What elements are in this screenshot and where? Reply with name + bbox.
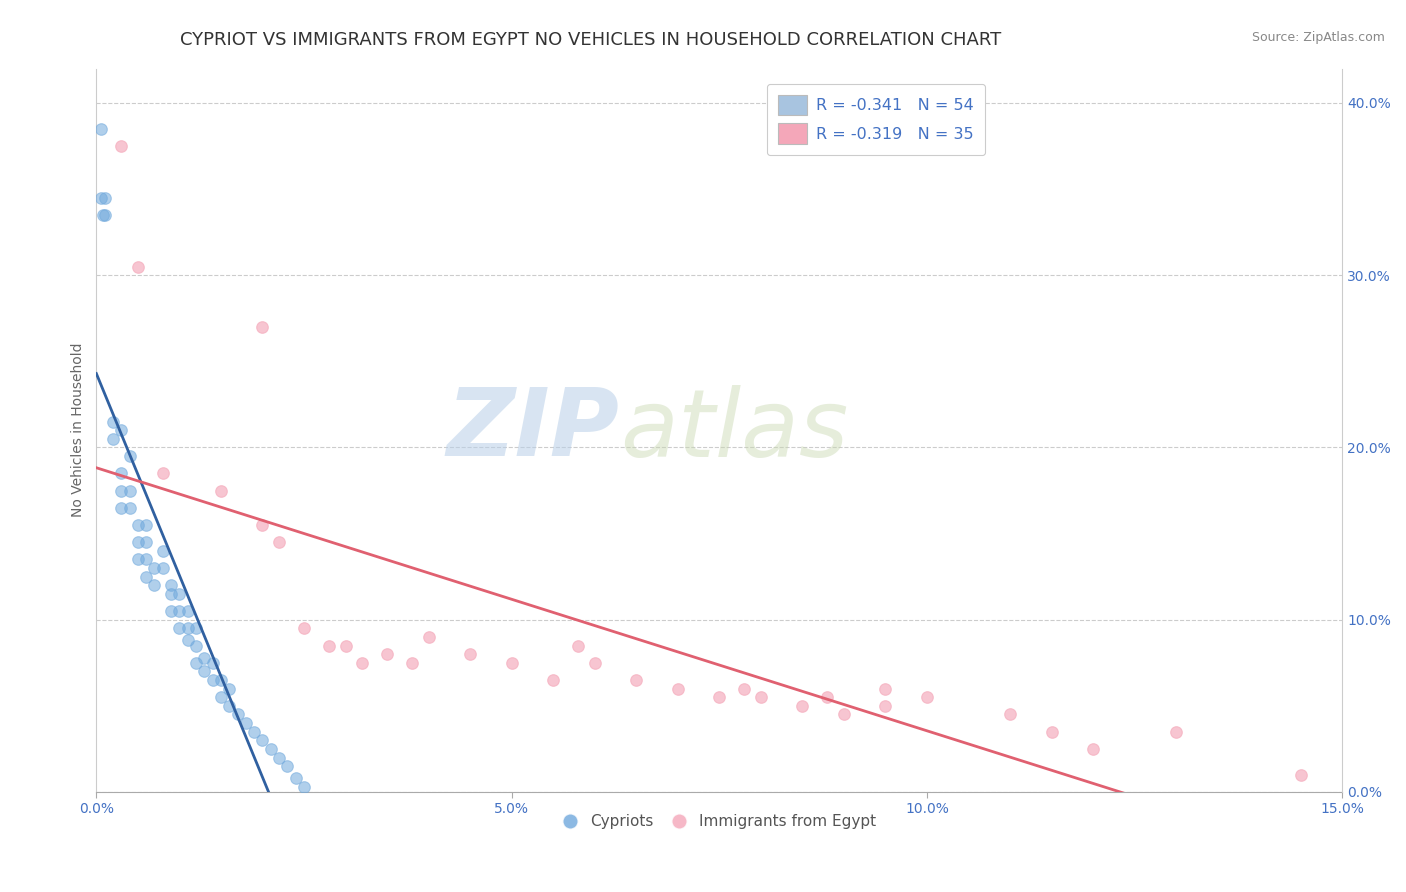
Point (118, 483, 141, 498)
Point (252, 319, 274, 334)
Point (260, 742, 283, 756)
Point (292, 621, 315, 635)
Point (318, 639, 340, 653)
Point (110, 423, 132, 437)
Point (177, 621, 200, 635)
Point (226, 707, 249, 722)
Point (252, 733, 274, 747)
Point (110, 500, 132, 515)
Point (193, 650, 215, 665)
Point (110, 139, 132, 153)
Point (709, 690, 731, 705)
Point (292, 780, 315, 794)
Point (93, 191, 115, 205)
Point (875, 698, 897, 713)
Point (177, 604, 200, 618)
Y-axis label: No Vehicles in Household: No Vehicles in Household (72, 343, 86, 517)
Text: ZIP: ZIP (447, 384, 620, 476)
Point (89, 191, 111, 205)
Legend: Cypriots, Immigrants from Egypt: Cypriots, Immigrants from Egypt (557, 808, 883, 835)
Point (160, 587, 183, 601)
Point (101, 432, 124, 446)
Point (93, 208, 115, 222)
Point (458, 647, 481, 661)
Point (832, 707, 855, 722)
Point (160, 604, 183, 618)
Point (218, 698, 240, 713)
Point (143, 578, 166, 592)
Point (666, 681, 689, 696)
Point (169, 587, 191, 601)
Point (276, 759, 298, 773)
Point (127, 260, 149, 274)
Point (169, 621, 191, 635)
Point (815, 690, 838, 705)
Point (209, 690, 232, 705)
Point (110, 483, 132, 498)
Point (110, 467, 132, 481)
Point (177, 633, 200, 648)
Point (91, 208, 114, 222)
Point (135, 569, 157, 583)
Point (184, 639, 207, 653)
Point (118, 449, 141, 463)
Point (169, 604, 191, 618)
Point (209, 483, 232, 498)
Point (284, 771, 307, 785)
Point (1040, 724, 1063, 739)
Point (135, 535, 157, 549)
Point (152, 561, 174, 575)
Point (267, 750, 290, 764)
Point (541, 673, 564, 687)
Point (418, 630, 440, 644)
Point (101, 415, 124, 429)
Point (127, 535, 149, 549)
Point (1289, 768, 1312, 782)
Point (1166, 724, 1188, 739)
Point (160, 578, 183, 592)
Point (915, 690, 938, 705)
Point (184, 656, 207, 670)
Point (875, 681, 897, 696)
Point (501, 656, 523, 670)
Point (127, 552, 149, 566)
Text: atlas: atlas (620, 384, 848, 475)
Point (89, 121, 111, 136)
Point (749, 690, 772, 705)
Point (218, 681, 240, 696)
Point (252, 518, 274, 533)
Point (267, 535, 290, 549)
Point (1081, 742, 1104, 756)
Point (375, 647, 398, 661)
Point (152, 544, 174, 558)
Point (127, 518, 149, 533)
Point (135, 518, 157, 533)
Point (118, 500, 141, 515)
Point (143, 561, 166, 575)
Point (792, 698, 814, 713)
Point (401, 656, 423, 670)
Point (733, 681, 755, 696)
Point (243, 724, 266, 739)
Text: CYPRIOT VS IMMIGRANTS FROM EGYPT NO VEHICLES IN HOUSEHOLD CORRELATION CHART: CYPRIOT VS IMMIGRANTS FROM EGYPT NO VEHI… (180, 31, 1001, 49)
Point (335, 639, 357, 653)
Point (201, 656, 224, 670)
Point (626, 673, 648, 687)
Point (352, 656, 374, 670)
Text: Source: ZipAtlas.com: Source: ZipAtlas.com (1251, 31, 1385, 45)
Point (209, 673, 232, 687)
Point (235, 716, 257, 731)
Point (998, 707, 1021, 722)
Point (201, 673, 224, 687)
Point (135, 552, 157, 566)
Point (152, 467, 174, 481)
Point (184, 621, 207, 635)
Point (583, 656, 606, 670)
Point (193, 665, 215, 679)
Point (567, 639, 589, 653)
